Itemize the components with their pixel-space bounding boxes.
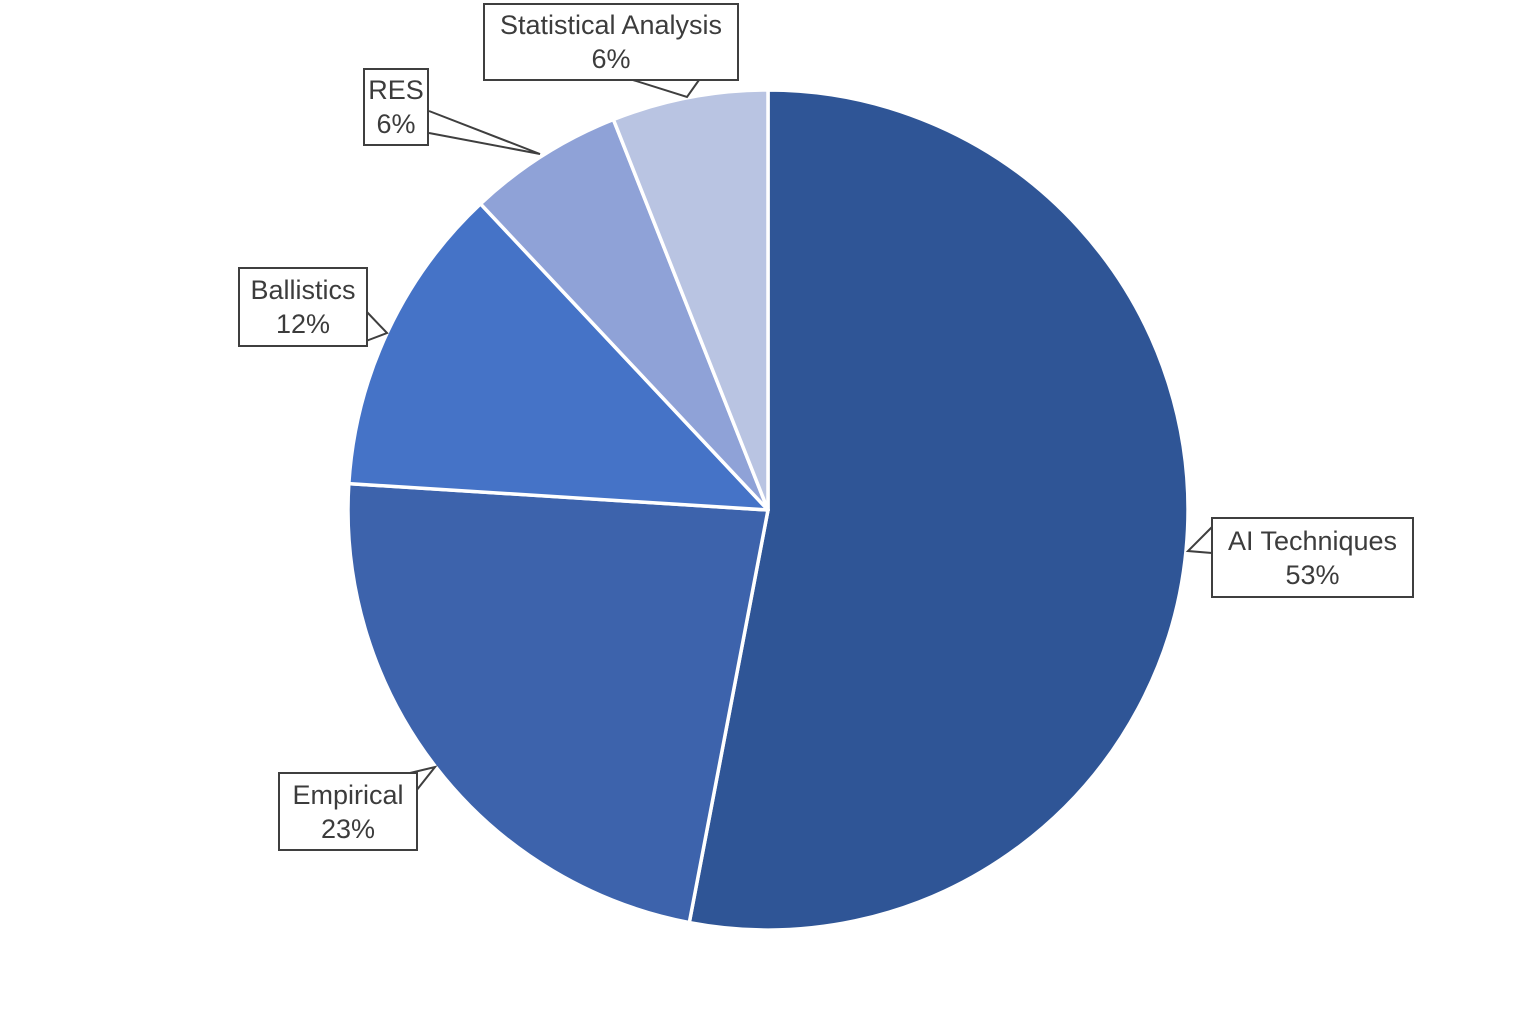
label-res-name: RES xyxy=(368,75,424,105)
callout-pointer-ballistics xyxy=(365,310,389,342)
callout-pointer-res xyxy=(428,110,541,155)
pie-slice-ballistics xyxy=(347,202,770,512)
label-res-value: 6% xyxy=(376,109,416,139)
label-ai-techniques-name: AI Techniques xyxy=(1227,525,1398,556)
label-empirical-name: Empirical xyxy=(292,779,404,810)
callout-pointer-statistical-analysis xyxy=(632,79,700,99)
pie-slice-ai-techniques xyxy=(687,88,1190,932)
label-statistical-analysis-value: 6% xyxy=(591,44,631,74)
label-ballistics-name: Ballistics xyxy=(250,275,356,305)
pie-slice-empirical xyxy=(346,481,770,925)
pie-slice-statistical-analysis xyxy=(611,88,770,512)
label-statistical-analysis-name: Statistical Analysis xyxy=(499,10,723,40)
callout-pointer-ai-techniques xyxy=(1185,526,1213,554)
label-ai-techniques: AI Techniques 53% xyxy=(1211,517,1414,598)
label-statistical-analysis: Statistical Analysis 6% xyxy=(483,3,739,81)
label-empirical-value: 23% xyxy=(320,813,376,844)
label-ballistics: Ballistics 12% xyxy=(238,267,368,347)
label-ballistics-value: 12% xyxy=(275,309,331,339)
label-ai-techniques-value: 53% xyxy=(1285,559,1340,590)
label-res: RES 6% xyxy=(363,68,429,146)
label-empirical: Empirical 23% xyxy=(278,772,418,851)
pie-slice-res xyxy=(478,117,770,512)
pie-slices xyxy=(346,88,1190,932)
